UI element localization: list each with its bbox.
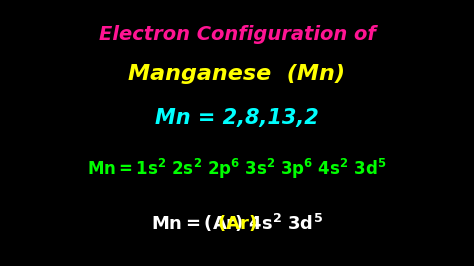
Text: Mn = 2,8,13,2: Mn = 2,8,13,2 [155, 108, 319, 128]
Text: Electron Configuration of: Electron Configuration of [99, 25, 375, 44]
Text: $\mathbf{Mn = (Ar)\ 4s^2\ 3d^5}$: $\mathbf{Mn = (Ar)\ 4s^2\ 3d^5}$ [151, 212, 323, 235]
Text: $\mathbf{Mn = 1s^2\ 2s^2\ 2p^6\ 3s^2\ 3p^6\ 4s^2\ 3d^5}$: $\mathbf{Mn = 1s^2\ 2s^2\ 2p^6\ 3s^2\ 3p… [87, 157, 387, 181]
Text: Manganese  (Mn): Manganese (Mn) [128, 64, 346, 85]
Text: $\mathbf{(Ar)}$: $\mathbf{(Ar)}$ [217, 213, 257, 234]
